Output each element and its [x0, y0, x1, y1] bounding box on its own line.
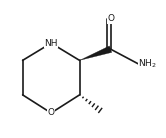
Text: NH: NH — [44, 39, 58, 48]
Text: NH$_2$: NH$_2$ — [138, 58, 157, 70]
Text: O: O — [107, 14, 114, 23]
Text: O: O — [48, 108, 55, 117]
Polygon shape — [80, 46, 112, 60]
